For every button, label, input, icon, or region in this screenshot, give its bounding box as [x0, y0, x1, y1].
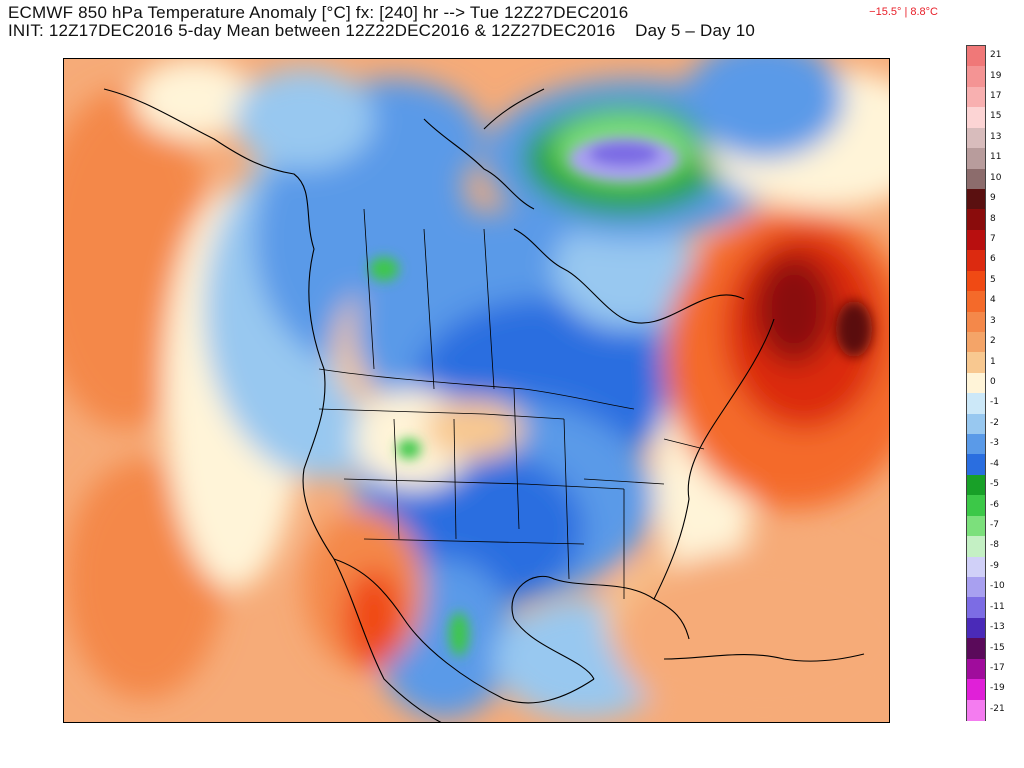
color-scale-label: -6 — [990, 499, 999, 510]
color-scale-swatch — [967, 311, 985, 333]
color-scale-label: 10 — [990, 172, 1002, 183]
color-scale-label: 0 — [990, 377, 996, 387]
color-scale-label: 17 — [990, 91, 1002, 102]
color-scale-label: -4 — [990, 458, 999, 469]
color-scale-label: 11 — [990, 152, 1002, 163]
color-scale-swatch — [967, 127, 985, 149]
color-scale-swatch — [967, 434, 985, 456]
color-scale-swatch — [967, 393, 985, 415]
color-scale-label: 21 — [990, 50, 1002, 61]
color-scale-label: -9 — [990, 560, 999, 571]
color-scale-swatch — [967, 536, 985, 558]
color-scale-label: -19 — [990, 683, 1005, 694]
color-scale-swatch — [967, 515, 985, 537]
coastlines — [103, 88, 865, 722]
color-scale-label: 5 — [990, 274, 996, 285]
color-scale-swatch — [967, 679, 985, 701]
init-subtitle: INIT: 12Z17DEC2016 5-day Mean between 12… — [8, 21, 756, 40]
color-scale-label: -13 — [990, 622, 1005, 633]
color-scale-swatch — [967, 107, 985, 129]
color-scale-label: -8 — [990, 540, 999, 551]
color-scale-label: 4 — [990, 295, 996, 306]
color-scale-label: -17 — [990, 662, 1005, 673]
color-scale-label: -10 — [990, 581, 1005, 592]
color-scale-label: -11 — [990, 601, 1005, 612]
anomaly-map — [63, 58, 890, 723]
color-scale-swatch — [967, 86, 985, 108]
color-scale-swatch — [967, 495, 985, 517]
color-scale-label: -2 — [990, 417, 999, 428]
anomaly-field — [64, 59, 889, 722]
color-scale-swatch — [967, 209, 985, 231]
color-scale-swatch — [967, 188, 985, 210]
color-scale-swatch — [967, 617, 985, 639]
map-title: ECMWF 850 hPa Temperature Anomaly [°C] f… — [8, 3, 629, 22]
color-scale-swatch — [967, 168, 985, 190]
min-max-readout: −15.5° | 8.8°C — [869, 6, 938, 18]
anomaly-detail — [369, 137, 872, 656]
color-scale-swatch — [967, 250, 985, 272]
color-scale-swatch — [967, 46, 985, 67]
color-scale-bar — [966, 45, 986, 721]
color-scale-label: 15 — [990, 111, 1002, 122]
color-scale-swatch — [967, 291, 985, 313]
political-borders — [318, 208, 705, 599]
color-scale-label: 19 — [990, 70, 1002, 81]
color-scale-swatch — [967, 331, 985, 353]
color-scale-swatch — [967, 699, 985, 721]
color-scale-label: 8 — [990, 213, 996, 224]
color-scale-label: 9 — [990, 193, 996, 204]
color-scale-label: 7 — [990, 234, 996, 245]
color-scale-swatch — [967, 577, 985, 599]
color-scale-label: 6 — [990, 254, 996, 265]
color-scale-label: -7 — [990, 519, 999, 530]
color-scale-swatch — [967, 148, 985, 170]
color-scale-label: 3 — [990, 315, 996, 326]
color-scale-swatch — [967, 66, 985, 88]
color-scale-label: 2 — [990, 336, 996, 347]
color-scale-label: -15 — [990, 642, 1005, 653]
color-scale-swatch — [967, 556, 985, 578]
color-scale-swatch — [967, 597, 985, 619]
color-scale-swatch — [967, 454, 985, 476]
color-scale-swatch — [967, 474, 985, 496]
color-scale-swatch — [967, 270, 985, 292]
color-scale-swatch — [967, 352, 985, 374]
color-scale-swatch — [967, 413, 985, 435]
color-scale-label: 13 — [990, 131, 1002, 142]
color-scale-label: 1 — [990, 356, 996, 367]
color-scale-swatch — [967, 658, 985, 680]
color-scale-label: -1 — [990, 397, 999, 408]
color-scale-label: -5 — [990, 479, 999, 490]
color-scale-label: -21 — [990, 703, 1005, 714]
color-scale-swatch — [967, 372, 985, 394]
color-scale-swatch — [967, 638, 985, 660]
color-scale-label: -3 — [990, 438, 999, 449]
color-scale-swatch — [967, 229, 985, 251]
